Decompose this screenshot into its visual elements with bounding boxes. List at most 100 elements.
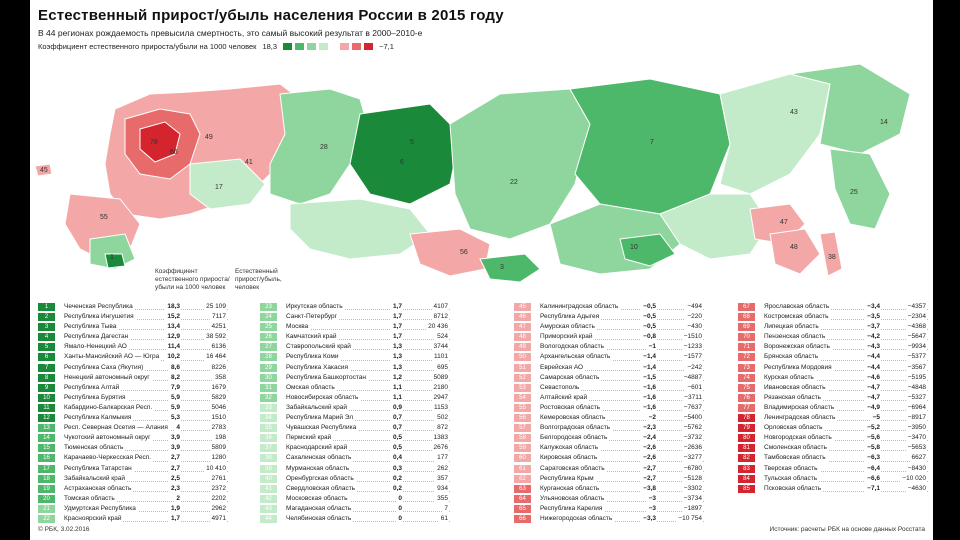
- row-leader: [764, 410, 928, 412]
- row-leader: [540, 500, 704, 502]
- rank-badge: 34: [260, 414, 277, 423]
- rate-value: −7,1: [865, 483, 880, 494]
- rank-badge: 7: [38, 363, 55, 372]
- footer-source-right: Источник: расчеты РБК на основе данных Р…: [769, 526, 925, 533]
- row-leader: [64, 319, 228, 321]
- region-name: Тюменская область: [64, 443, 126, 454]
- people-count: 4971: [209, 513, 226, 524]
- row-leader: [764, 369, 928, 371]
- row-leader: [764, 349, 928, 351]
- legend-max: 18,3: [262, 42, 278, 51]
- region-name: Рязанская область: [764, 392, 824, 403]
- row-leader: [764, 329, 928, 331]
- table-row: 71 Воронежская область −4,3 −9934: [738, 342, 928, 353]
- table-row: 8 Ненецкий автономный округ 8,2 358: [38, 372, 228, 383]
- table-row: 7 Республика Саха (Якутия) 8,6 8226: [38, 362, 228, 373]
- row-leader: [64, 500, 228, 502]
- row-leader: [540, 440, 704, 442]
- rank-badge: 4: [38, 333, 55, 342]
- svg-text:28: 28: [320, 144, 328, 151]
- people-count: 7117: [210, 312, 226, 323]
- rate-value: −2,6: [641, 453, 656, 464]
- rate-value: 3,9: [168, 443, 180, 454]
- region-name: Республика Хакасия: [286, 362, 350, 373]
- row-leader: [64, 490, 228, 492]
- rank-badge: 20: [38, 494, 55, 503]
- row-leader: [764, 359, 928, 361]
- legend-swatch: [319, 43, 329, 50]
- region-name: Владимирская область: [764, 402, 837, 413]
- rate-value: −1,4: [641, 362, 656, 373]
- rate-value: −3,7: [865, 322, 880, 333]
- rank-badge: 31: [260, 383, 277, 392]
- page-title: Естественный прирост/убыль населения Рос…: [38, 7, 504, 24]
- rank-badge: 83: [738, 464, 755, 473]
- region-name: Волгоградская область: [540, 423, 613, 434]
- region-name: Республика Крым: [540, 473, 596, 484]
- rank-badge: 80: [738, 434, 755, 443]
- legend-swatch: [295, 43, 305, 50]
- table-header-count: Естественный прирост/убыль, человек: [235, 268, 282, 291]
- svg-text:22: 22: [510, 179, 518, 186]
- table-row: 46 Республика Адыгея −0,5 −220: [514, 312, 704, 323]
- row-leader: [764, 470, 928, 472]
- map-region-urals: [269, 88, 371, 205]
- table-row: 58 Белгородская область −2,4 −3732: [514, 433, 704, 444]
- table-row: 2 Республика Ингушетия 15,2 7117: [38, 312, 228, 323]
- svg-text:49: 49: [205, 134, 213, 141]
- row-leader: [286, 369, 450, 371]
- rank-badge: 50: [514, 353, 531, 362]
- svg-text:10: 10: [630, 244, 638, 251]
- rank-badge: 35: [260, 424, 277, 433]
- row-leader: [286, 430, 450, 432]
- row-leader: [540, 430, 704, 432]
- footer-source-left: © РБК, 3.02.2016: [38, 526, 90, 533]
- row-leader: [764, 399, 928, 401]
- people-count: 2180: [431, 382, 448, 393]
- rate-value: 1,7: [390, 312, 402, 323]
- row-leader: [286, 339, 450, 341]
- table-row: 77 Владимирская область −4,9 −6964: [738, 402, 928, 413]
- table-row: 14 Чукотский автономный округ 3,9 198: [38, 433, 228, 444]
- legend-swatch: [364, 43, 374, 50]
- people-count: 2761: [209, 473, 226, 484]
- table-row: 21 Удмуртская Республика 1,9 2962: [38, 503, 228, 514]
- region-name: Чеченская Республика: [64, 302, 135, 312]
- region-name: Мурманская область: [286, 463, 352, 474]
- people-count: 2947: [431, 392, 448, 403]
- table-row: 81 Смоленская область −5,8 −5653: [738, 443, 928, 454]
- region-name: Республика Тыва: [64, 322, 119, 333]
- row-leader: [286, 399, 450, 401]
- rate-value: −3: [646, 493, 656, 504]
- table-header-coef: Коэффициент естественного прироста/убыли…: [155, 268, 230, 291]
- table-row: 19 Астраханская область 2,3 2372: [38, 483, 228, 494]
- people-count: −5647: [905, 332, 926, 343]
- region-name: Республика Башкортостан: [286, 372, 368, 383]
- rate-value: −2,7: [641, 463, 656, 474]
- people-count: 355: [435, 493, 448, 504]
- people-count: −4887: [681, 372, 702, 383]
- rate-value: 1,7: [390, 302, 402, 312]
- row-leader: [540, 349, 704, 351]
- people-count: 2676: [431, 443, 448, 454]
- people-count: 358: [213, 372, 226, 383]
- table-row: 62 Республика Крым −2,7 −5128: [514, 473, 704, 484]
- people-count: 5829: [209, 392, 226, 403]
- map-region-buryatia: [619, 233, 676, 267]
- row-leader: [64, 339, 228, 341]
- rate-value: −0,5: [641, 312, 656, 323]
- rate-value: 1,3: [390, 342, 402, 353]
- people-count: 1510: [209, 413, 226, 424]
- row-leader: [64, 329, 228, 331]
- region-name: Смоленская область: [764, 443, 829, 454]
- region-name: Ямало-Ненецкий АО: [64, 342, 129, 353]
- people-count: −6964: [905, 402, 926, 413]
- table-row: 79 Орловская область −5,2 −3950: [738, 423, 928, 434]
- rate-value: 5,3: [168, 413, 180, 424]
- rate-value: −4,7: [865, 382, 880, 393]
- svg-text:41: 41: [245, 159, 253, 166]
- rate-value: −1,6: [641, 382, 656, 393]
- table-row: 16 Карачаево-Черкесская Респ. 2,7 1280: [38, 453, 228, 464]
- row-leader: [764, 430, 928, 432]
- rank-badge: 77: [738, 403, 755, 412]
